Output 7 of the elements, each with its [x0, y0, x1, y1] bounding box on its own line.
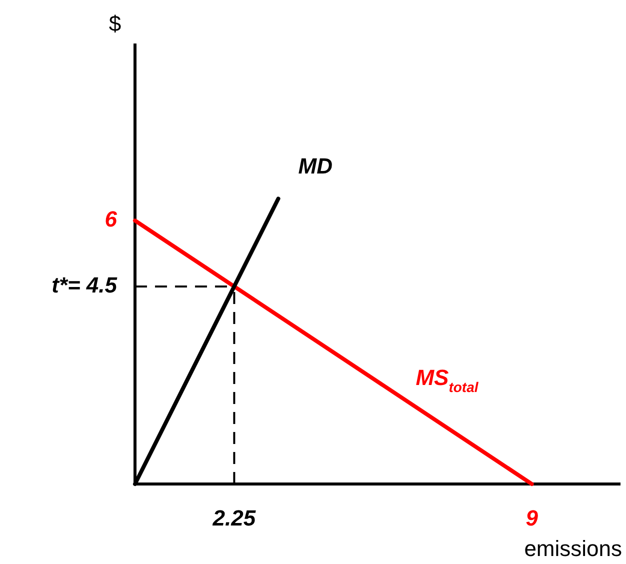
x-axis-title: emissions [524, 536, 622, 562]
x-tick-label: 9 [526, 505, 539, 530]
y-axis-title: $ [108, 11, 122, 36]
y-tick-label: 6 [104, 206, 118, 232]
x-tick-label: 2.25 [212, 505, 256, 530]
y-tick-label: t*= 4.5 [52, 272, 118, 298]
series-label: MD [298, 154, 333, 179]
